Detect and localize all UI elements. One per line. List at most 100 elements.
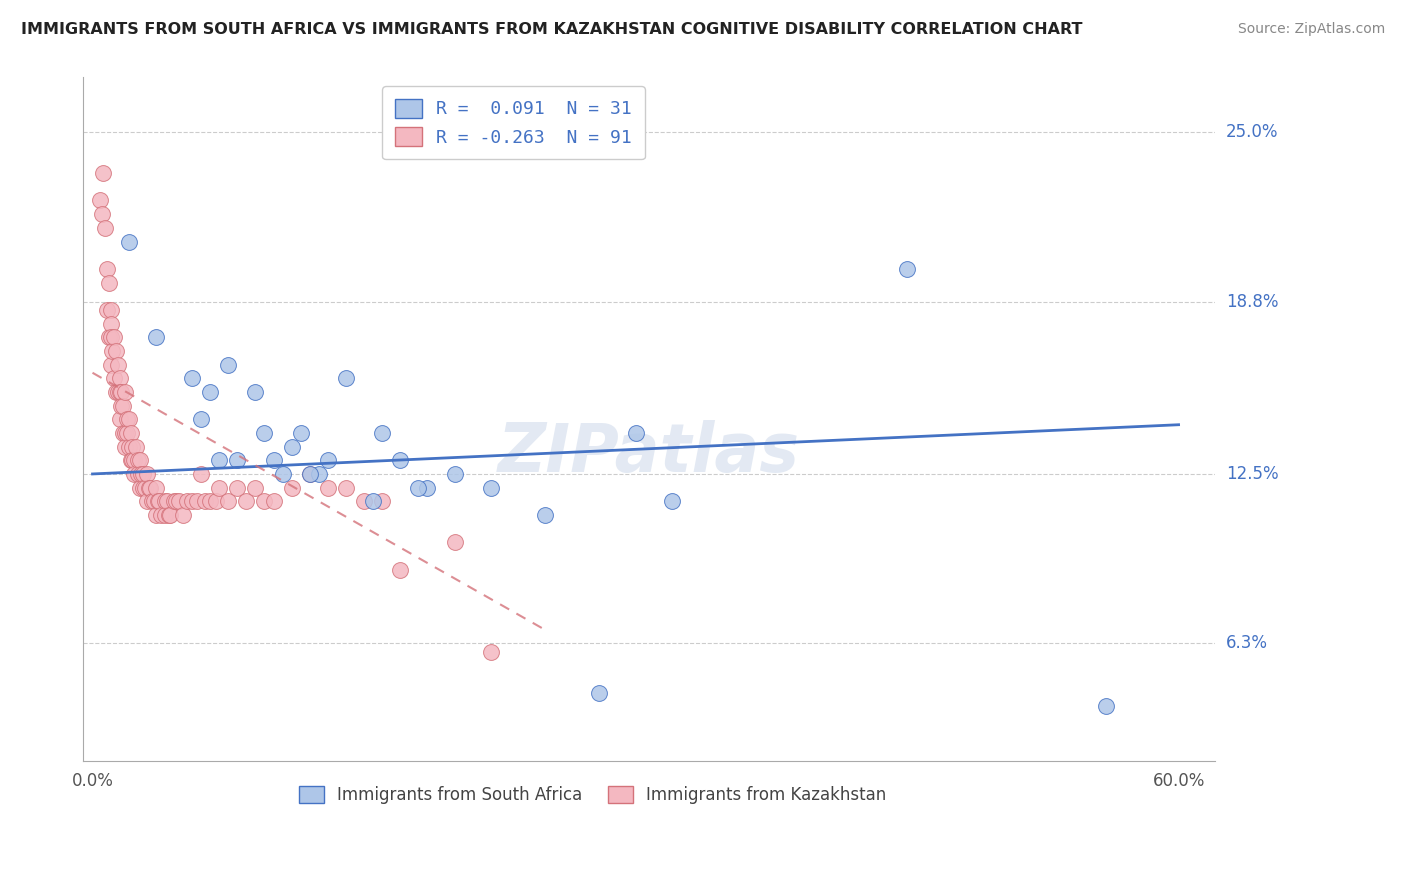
Point: [135, 494, 157, 508]
Point: [143, 494, 166, 508]
Point: [190, 412, 212, 426]
Point: [145, 508, 167, 522]
Point: [139, 481, 162, 495]
Point: [176, 494, 198, 508]
Point: [588, 686, 610, 700]
Point: [353, 494, 375, 508]
Point: [121, 440, 143, 454]
Point: [308, 467, 330, 481]
Point: [100, 330, 122, 344]
Point: [120, 453, 142, 467]
Point: [94, 220, 117, 235]
Point: [534, 508, 557, 522]
Text: Source: ZipAtlas.com: Source: ZipAtlas.com: [1237, 22, 1385, 37]
Point: [141, 494, 163, 508]
Point: [253, 494, 276, 508]
Point: [125, 440, 148, 454]
Point: [371, 425, 394, 440]
Point: [172, 508, 194, 522]
Point: [217, 494, 239, 508]
Point: [128, 453, 150, 467]
Point: [100, 317, 122, 331]
Point: [408, 481, 430, 495]
Point: [389, 563, 412, 577]
Point: [1095, 699, 1118, 714]
Text: 18.8%: 18.8%: [1226, 293, 1278, 310]
Point: [107, 358, 129, 372]
Point: [145, 330, 167, 344]
Point: [138, 481, 160, 495]
Point: [316, 453, 339, 467]
Point: [112, 399, 135, 413]
Point: [896, 261, 918, 276]
Point: [198, 384, 221, 399]
Point: [389, 453, 412, 467]
Point: [181, 371, 204, 385]
Point: [479, 645, 502, 659]
Point: [114, 384, 136, 399]
Point: [110, 399, 132, 413]
Point: [131, 467, 153, 481]
Point: [108, 371, 131, 385]
Point: [97, 276, 120, 290]
Text: ZIPatlas: ZIPatlas: [498, 420, 800, 486]
Point: [96, 261, 118, 276]
Point: [245, 481, 267, 495]
Point: [298, 467, 321, 481]
Point: [235, 494, 257, 508]
Point: [194, 494, 217, 508]
Point: [100, 302, 122, 317]
Text: IMMIGRANTS FROM SOUTH AFRICA VS IMMIGRANTS FROM KAZAKHSTAN COGNITIVE DISABILITY : IMMIGRANTS FROM SOUTH AFRICA VS IMMIGRAN…: [21, 22, 1083, 37]
Point: [112, 425, 135, 440]
Point: [169, 494, 191, 508]
Point: [190, 467, 212, 481]
Point: [127, 453, 149, 467]
Point: [443, 467, 465, 481]
Point: [163, 494, 186, 508]
Point: [121, 453, 143, 467]
Text: 12.5%: 12.5%: [1226, 465, 1278, 483]
Point: [108, 384, 131, 399]
Point: [115, 412, 138, 426]
Point: [208, 453, 231, 467]
Point: [150, 508, 173, 522]
Point: [159, 508, 181, 522]
Point: [89, 194, 111, 208]
Point: [146, 494, 169, 508]
Point: [148, 494, 170, 508]
Point: [263, 453, 285, 467]
Point: [103, 371, 125, 385]
Point: [335, 481, 357, 495]
Point: [226, 453, 249, 467]
Point: [132, 467, 155, 481]
Point: [204, 494, 226, 508]
Point: [120, 425, 142, 440]
Legend: Immigrants from South Africa, Immigrants from Kazakhstan: Immigrants from South Africa, Immigrants…: [290, 776, 896, 814]
Point: [115, 425, 138, 440]
Point: [479, 481, 502, 495]
Point: [280, 481, 302, 495]
Point: [127, 467, 149, 481]
Point: [103, 330, 125, 344]
Point: [316, 481, 339, 495]
Point: [217, 358, 239, 372]
Point: [118, 440, 141, 454]
Point: [145, 481, 167, 495]
Point: [132, 481, 155, 495]
Point: [90, 207, 112, 221]
Point: [122, 467, 145, 481]
Point: [371, 494, 394, 508]
Point: [134, 481, 156, 495]
Point: [97, 330, 120, 344]
Point: [245, 384, 267, 399]
Point: [105, 343, 128, 358]
Point: [153, 508, 176, 522]
Point: [114, 425, 136, 440]
Point: [118, 235, 141, 249]
Point: [96, 302, 118, 317]
Point: [165, 494, 187, 508]
Point: [624, 425, 647, 440]
Point: [280, 440, 302, 454]
Point: [290, 425, 312, 440]
Point: [114, 440, 136, 454]
